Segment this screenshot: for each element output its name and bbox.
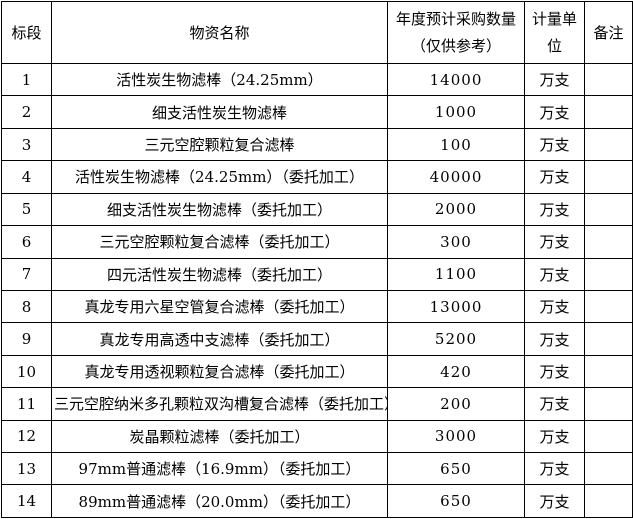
cell-unit: 万支 bbox=[524, 419, 585, 454]
cell-section: 5 bbox=[1, 192, 52, 227]
cell-unit: 万支 bbox=[524, 289, 585, 324]
cell-material-name: 真龙专用六星空管复合滤棒（委托加工） bbox=[51, 289, 388, 324]
cell-quantity: 300 bbox=[387, 225, 525, 259]
cell-material-name: 97mm普通滤棒（16.9mm）（委托加工） bbox=[51, 452, 388, 486]
cell-section: 14 bbox=[1, 484, 52, 518]
cell-unit: 万支 bbox=[524, 387, 585, 421]
cell-remark bbox=[584, 452, 633, 486]
table-row: 10 真龙专用透视颗粒复合滤棒（委托加工） 420 万支 bbox=[1, 354, 633, 389]
cell-unit: 万支 bbox=[524, 62, 585, 97]
cell-quantity: 14000 bbox=[387, 62, 525, 97]
table-body: 1 活性炭生物滤棒（24.25mm） 14000 万支 2 细支活性炭生物滤棒 … bbox=[1, 62, 633, 518]
header-quantity: 年度预计采购数量 （仅供参考） bbox=[387, 1, 525, 64]
cell-section: 4 bbox=[1, 160, 52, 194]
cell-section: 2 bbox=[1, 95, 52, 129]
cell-quantity: 3000 bbox=[387, 419, 525, 454]
cell-remark bbox=[584, 62, 633, 97]
cell-unit: 万支 bbox=[524, 484, 585, 518]
cell-material-name: 细支活性炭生物滤棒（委托加工） bbox=[51, 192, 388, 227]
cell-material-name: 活性炭生物滤棒（24.25mm）（委托加工） bbox=[51, 160, 388, 194]
table-row: 3 三元空腔颗粒复合滤棒 100 万支 bbox=[1, 127, 633, 162]
table-row: 12 炭晶颗粒滤棒（委托加工） 3000 万支 bbox=[1, 419, 633, 454]
cell-quantity: 200 bbox=[387, 387, 525, 421]
cell-remark bbox=[584, 419, 633, 454]
cell-quantity: 13000 bbox=[387, 289, 525, 324]
cell-section: 3 bbox=[1, 127, 52, 162]
cell-quantity: 1000 bbox=[387, 95, 525, 129]
cell-quantity: 420 bbox=[387, 354, 525, 389]
table-row: 1 活性炭生物滤棒（24.25mm） 14000 万支 bbox=[1, 62, 633, 97]
cell-material-name: 四元活性炭生物滤棒（委托加工） bbox=[51, 257, 388, 291]
table-row: 2 细支活性炭生物滤棒 1000 万支 bbox=[1, 95, 633, 129]
cell-section: 11 bbox=[1, 387, 52, 421]
cell-remark bbox=[584, 127, 633, 162]
cell-section: 8 bbox=[1, 289, 52, 324]
table-row: 6 三元空腔颗粒复合滤棒（委托加工） 300 万支 bbox=[1, 225, 633, 259]
cell-unit: 万支 bbox=[524, 95, 585, 129]
cell-material-name: 细支活性炭生物滤棒 bbox=[51, 95, 388, 129]
cell-quantity: 650 bbox=[387, 484, 525, 518]
cell-section: 7 bbox=[1, 257, 52, 291]
table-row: 9 真龙专用高透中支滤棒（委托加工） 5200 万支 bbox=[1, 322, 633, 356]
header-remark: 备注 bbox=[584, 1, 633, 64]
cell-unit: 万支 bbox=[524, 127, 585, 162]
table-row: 5 细支活性炭生物滤棒（委托加工） 2000 万支 bbox=[1, 192, 633, 227]
header-section: 标段 bbox=[1, 1, 52, 64]
cell-remark bbox=[584, 225, 633, 259]
cell-unit: 万支 bbox=[524, 322, 585, 356]
cell-unit: 万支 bbox=[524, 354, 585, 389]
cell-remark bbox=[584, 289, 633, 324]
cell-material-name: 真龙专用高透中支滤棒（委托加工） bbox=[51, 322, 388, 356]
header-quantity-line1: 年度预计采购数量 bbox=[395, 9, 516, 28]
cell-material-name: 真龙专用透视颗粒复合滤棒（委托加工） bbox=[51, 354, 388, 389]
cell-material-name: 炭晶颗粒滤棒（委托加工） bbox=[51, 419, 388, 454]
cell-quantity: 1100 bbox=[387, 257, 525, 291]
header-row: 标段 物资名称 年度预计采购数量 （仅供参考） 计量单 位 备注 bbox=[1, 1, 633, 64]
cell-section: 13 bbox=[1, 452, 52, 486]
cell-material-name: 活性炭生物滤棒（24.25mm） bbox=[51, 62, 388, 97]
table-row: 4 活性炭生物滤棒（24.25mm）（委托加工） 40000 万支 bbox=[1, 160, 633, 194]
cell-section: 10 bbox=[1, 354, 52, 389]
cell-remark bbox=[584, 484, 633, 518]
header-unit-line1: 计量单 bbox=[531, 9, 577, 28]
header-material-name: 物资名称 bbox=[51, 1, 388, 64]
cell-quantity: 100 bbox=[387, 127, 525, 162]
cell-material-name: 三元空腔颗粒复合滤棒（委托加工） bbox=[51, 225, 388, 259]
cell-remark bbox=[584, 160, 633, 194]
header-unit: 计量单 位 bbox=[524, 1, 585, 64]
cell-material-name: 89mm普通滤棒（20.0mm）（委托加工） bbox=[51, 484, 388, 518]
cell-unit: 万支 bbox=[524, 452, 585, 486]
cell-remark bbox=[584, 322, 633, 356]
cell-remark bbox=[584, 387, 633, 421]
cell-unit: 万支 bbox=[524, 225, 585, 259]
cell-section: 1 bbox=[1, 62, 52, 97]
table-row: 14 89mm普通滤棒（20.0mm）（委托加工） 650 万支 bbox=[1, 484, 633, 518]
cell-material-name: 三元空腔颗粒复合滤棒 bbox=[51, 127, 388, 162]
cell-material-name: 三元空腔纳米多孔颗粒双沟槽复合滤棒（委托加工） bbox=[51, 387, 388, 421]
header-unit-line2: 位 bbox=[546, 36, 562, 55]
cell-unit: 万支 bbox=[524, 257, 585, 291]
table-row: 7 四元活性炭生物滤棒（委托加工） 1100 万支 bbox=[1, 257, 633, 291]
table-row: 13 97mm普通滤棒（16.9mm）（委托加工） 650 万支 bbox=[1, 452, 633, 486]
table-row: 8 真龙专用六星空管复合滤棒（委托加工） 13000 万支 bbox=[1, 289, 633, 324]
cell-quantity: 2000 bbox=[387, 192, 525, 227]
cell-section: 6 bbox=[1, 225, 52, 259]
cell-quantity: 40000 bbox=[387, 160, 525, 194]
cell-unit: 万支 bbox=[524, 160, 585, 194]
cell-unit: 万支 bbox=[524, 192, 585, 227]
table-row: 11 三元空腔纳米多孔颗粒双沟槽复合滤棒（委托加工） 200 万支 bbox=[1, 387, 633, 421]
cell-section: 9 bbox=[1, 322, 52, 356]
header-quantity-line2: （仅供参考） bbox=[410, 36, 501, 55]
cell-remark bbox=[584, 354, 633, 389]
cell-quantity: 650 bbox=[387, 452, 525, 486]
cell-remark bbox=[584, 95, 633, 129]
cell-remark bbox=[584, 192, 633, 227]
cell-quantity: 5200 bbox=[387, 322, 525, 356]
cell-remark bbox=[584, 257, 633, 291]
cell-section: 12 bbox=[1, 419, 52, 454]
